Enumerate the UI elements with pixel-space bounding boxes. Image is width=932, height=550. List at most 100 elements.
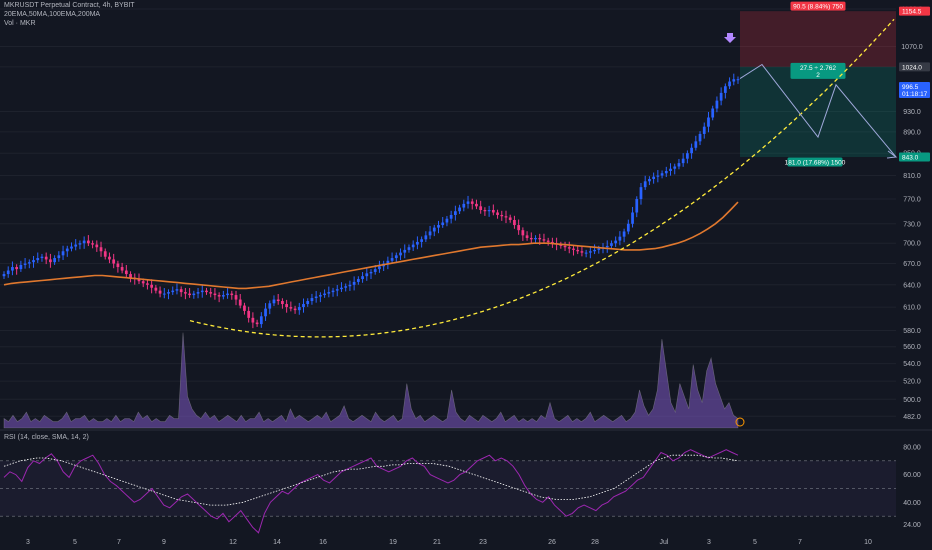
candle-body [369, 271, 373, 274]
chart-title: MKRUSDT Perpetual Contract, 4h, BYBIT [4, 2, 135, 9]
candle-body [593, 249, 596, 252]
candle-body [314, 296, 318, 299]
candle-body [289, 307, 293, 309]
candle-body [597, 248, 601, 250]
candle-body [247, 310, 251, 318]
candle-body [129, 274, 132, 278]
time-tick-label: 21 [433, 539, 441, 546]
time-tick-label: 28 [591, 539, 599, 546]
candle-body [108, 256, 111, 260]
time-tick-label: 3 [707, 539, 711, 546]
time-tick-label: 19 [389, 539, 397, 546]
candle-body [40, 256, 44, 259]
target-label-text: 181.0 (17.68%) 1500 [785, 160, 846, 167]
candle-body [664, 170, 668, 174]
candle-body [124, 270, 128, 275]
candle-body [411, 244, 415, 248]
candle-body [390, 258, 394, 261]
price-tick-label: 670.0 [903, 261, 921, 268]
candle-body [141, 281, 145, 284]
time-tick-label: Jul [660, 539, 669, 546]
candle-body [466, 201, 470, 204]
candle-body [11, 267, 14, 271]
candle-body [196, 292, 200, 294]
candle-body [6, 270, 10, 275]
candle-body [251, 317, 255, 323]
price-tick-label: 1070.0 [901, 44, 923, 51]
rsi-tick-label: 60.00 [903, 472, 921, 479]
target-label: 181.0 (17.68%) 1500 [785, 157, 846, 167]
price-tags: 1154.5 1024.0 996.501:18:17 843.0 [899, 6, 930, 162]
candle-body [95, 244, 99, 248]
time-tick-label: 5 [73, 539, 77, 546]
candle-body [686, 153, 689, 159]
time-axis[interactable]: 3 5 7 9 12 14 16 19 21 23 26 28 Jul 3 5 7 10 [26, 539, 872, 546]
candle-body [352, 281, 356, 285]
candle-body [146, 283, 149, 285]
candle-body [331, 290, 335, 293]
time-tick-label: 7 [798, 539, 802, 546]
candle-body [175, 289, 179, 291]
candle-body [403, 249, 407, 253]
price-tick-label: 500.0 [903, 397, 921, 404]
candle-body [673, 166, 677, 169]
candle-body [162, 293, 166, 295]
candle-body [437, 225, 440, 228]
time-tick-label: 10 [864, 539, 872, 546]
candle-body [234, 295, 238, 300]
candle-body [715, 100, 719, 109]
price-tick-label: 482.0 [903, 414, 921, 421]
candle-body [243, 305, 246, 311]
candle-body [588, 251, 592, 253]
candle-body [690, 147, 693, 154]
price-tick-label: 930.0 [903, 109, 921, 116]
candle-body [78, 243, 82, 245]
price-tick-label: 640.0 [903, 282, 921, 289]
ratio-label-box [790, 62, 846, 79]
candle-body [150, 284, 154, 288]
candle-body [53, 258, 56, 263]
candle-body [373, 269, 377, 272]
candle-body [302, 304, 305, 308]
stop-label-text: 90.5 (8.84%) 750 [793, 4, 843, 11]
time-tick-label: 14 [273, 539, 281, 546]
candle-body [487, 210, 491, 212]
candle-body [508, 217, 512, 220]
candle-body [268, 303, 272, 309]
candle-body [116, 263, 120, 268]
candle-body [57, 255, 61, 259]
time-tick-label: 26 [548, 539, 556, 546]
candle-body [711, 108, 715, 118]
projection-path [739, 63, 897, 158]
alert-icon[interactable] [735, 417, 745, 427]
candle-body [453, 211, 457, 215]
candle-body [259, 316, 263, 325]
entry-price-tag-text: 1024.0 [902, 64, 922, 71]
candle-body [732, 79, 736, 82]
volume-legend: Vol · MKR [4, 20, 36, 27]
candle-body [719, 92, 723, 101]
candle-body [517, 225, 521, 231]
candle-body [238, 299, 242, 306]
candle-body [399, 252, 402, 256]
ratio-label-text: 27.5 ÷ 2.762 [800, 65, 836, 72]
rsi-ma-line [3, 454, 739, 506]
candle-body [276, 299, 280, 302]
candle-body [15, 267, 19, 270]
stop-price-tag-text: 1154.5 [902, 9, 922, 16]
candle-body [23, 263, 27, 265]
candle-body [500, 214, 504, 217]
candle-body [74, 244, 78, 247]
candle-body [551, 241, 554, 244]
target-price-tag-box [899, 152, 930, 162]
candle-body [521, 230, 525, 236]
candle-body [698, 133, 702, 142]
price-tick-label: 730.0 [903, 221, 921, 228]
candle-body [542, 239, 546, 241]
candle-body [255, 322, 259, 325]
candle-body [340, 287, 343, 290]
price-tick-label: 890.0 [903, 129, 921, 136]
